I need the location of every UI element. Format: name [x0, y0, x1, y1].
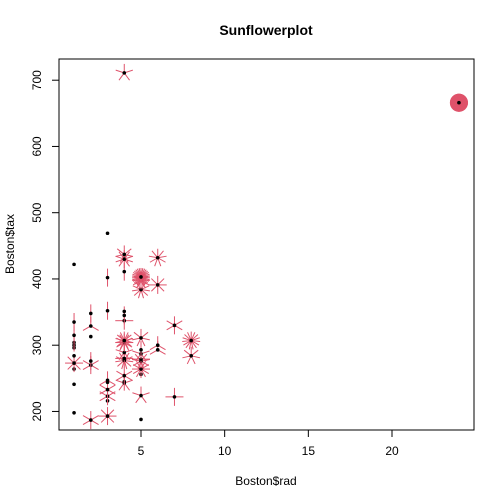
x-tick-label: 20 [385, 444, 399, 458]
sunflower [115, 63, 133, 81]
sunflower-center [139, 275, 143, 279]
y-tick-label: 300 [30, 335, 44, 355]
sunflower-center [72, 361, 76, 365]
sunflower [65, 354, 84, 373]
sunflower [99, 371, 116, 386]
sunflower [148, 275, 167, 294]
x-axis: 5 10 15 20 [138, 429, 399, 458]
y-axis-label: Boston$tax [3, 214, 17, 274]
sunflower [72, 313, 76, 332]
sunflower [105, 301, 110, 320]
sunflower-center [72, 333, 76, 338]
sunflower [449, 93, 468, 112]
sunflower [72, 354, 76, 358]
sunflower-center [172, 395, 177, 399]
sunflower [105, 268, 110, 287]
sunflower-center [72, 320, 76, 324]
sunflower [98, 407, 117, 426]
sunflower-center [122, 71, 127, 75]
sunflower [116, 366, 133, 385]
sunflower-center [105, 378, 110, 383]
sunflower [115, 245, 134, 263]
sunflower [72, 382, 76, 387]
y-tick-label: 600 [30, 136, 44, 156]
sunflower [132, 328, 150, 347]
sunflower [82, 411, 99, 430]
sunflower [182, 331, 201, 350]
sunflower-center [72, 410, 76, 415]
sunflower-center [155, 343, 160, 348]
sunflower [139, 340, 143, 359]
sunflower-center [139, 367, 143, 371]
sunflower [148, 248, 167, 267]
sunflower [182, 346, 201, 365]
sunflower-center [122, 269, 127, 274]
data-marks [65, 63, 468, 430]
sunflower [72, 410, 76, 415]
sunflower-center [105, 308, 110, 313]
sunflower-center [88, 311, 93, 316]
sunflower-center [122, 257, 127, 261]
sunflower [105, 231, 110, 236]
sunflower-center [155, 283, 160, 287]
x-axis-label: Boston$rad [235, 474, 296, 488]
sunflower-center [139, 393, 143, 398]
sunflower [132, 386, 150, 404]
sunflower-center [122, 309, 127, 314]
sunflower [131, 267, 150, 286]
y-axis: 200 300 400 500 600 700 [30, 70, 60, 421]
sunflower-center [105, 275, 110, 280]
sunflower-center [189, 354, 193, 358]
sunflower-center [122, 338, 127, 343]
sunflower-center [72, 262, 76, 267]
sunflower-center [72, 354, 76, 358]
sunflower-center [122, 373, 127, 378]
sunflower-center [189, 338, 193, 343]
sunflower [165, 387, 184, 406]
y-tick-label: 500 [30, 202, 44, 222]
chart-title: Sunflowerplot [219, 22, 313, 38]
sunflower-center [122, 350, 127, 355]
sunflower-center [72, 382, 76, 387]
sunflower-center [105, 231, 110, 236]
y-tick-label: 400 [30, 269, 44, 289]
y-tick-label: 700 [30, 70, 44, 90]
sunflower-center [139, 336, 143, 340]
sunflower-center [139, 417, 143, 422]
sunflower-center [155, 348, 160, 352]
sunflower-center [139, 357, 143, 361]
sunflower-center [457, 100, 461, 105]
sunflower [122, 309, 127, 314]
x-tick-label: 10 [218, 444, 232, 458]
sunflower-center [88, 359, 93, 363]
sunflower [149, 336, 166, 351]
sunflower-center [172, 323, 177, 328]
x-tick-label: 15 [302, 444, 316, 458]
sunflower-center [105, 387, 110, 392]
sunflower [139, 417, 143, 422]
y-tick-label: 200 [30, 401, 44, 421]
sunflower-center [139, 287, 143, 292]
sunflower [88, 304, 93, 323]
sunflower-center [155, 255, 160, 260]
sunflower-center [122, 356, 127, 361]
sunflower [88, 352, 93, 371]
sunflower-center [122, 252, 127, 257]
sunflower [88, 334, 93, 339]
sunflower-center [88, 418, 93, 422]
sunflower-center [88, 334, 93, 339]
sunflower-center [122, 313, 127, 318]
sunflower-center [139, 348, 143, 352]
sunflower [115, 331, 134, 350]
sunflower-center [105, 414, 110, 418]
sunflower-center [88, 324, 93, 328]
x-tick-label: 5 [138, 444, 145, 458]
sunflower [166, 316, 183, 335]
sunflower [72, 262, 76, 267]
